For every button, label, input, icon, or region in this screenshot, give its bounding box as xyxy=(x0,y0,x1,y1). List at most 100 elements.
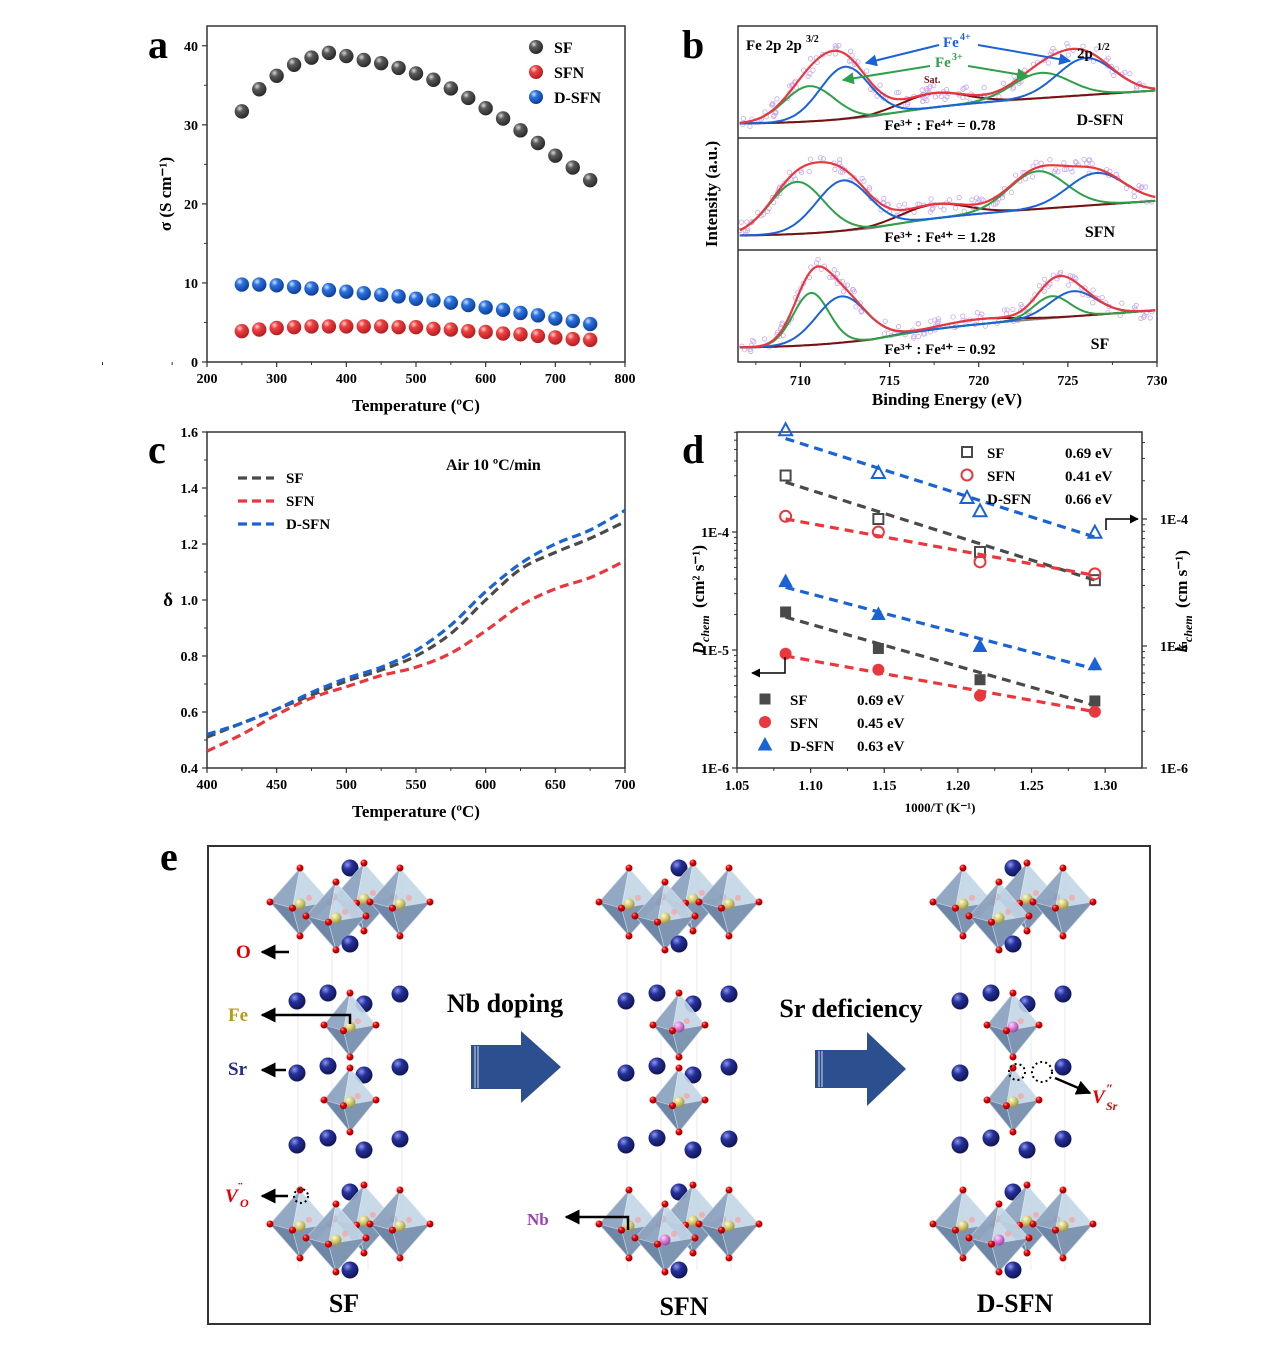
strontium-atom xyxy=(670,935,688,953)
octahedron-face xyxy=(1055,1223,1094,1259)
oxygen-atom xyxy=(396,932,404,940)
crystal-structure-sf xyxy=(266,859,434,1279)
raw-data-point xyxy=(938,93,944,99)
oxygen-atom-back xyxy=(1069,1216,1075,1223)
raw-data-point xyxy=(894,90,900,96)
data-point-d-sfn xyxy=(513,305,528,321)
strontium-atom xyxy=(684,1066,702,1084)
x-tick-label: 500 xyxy=(406,372,427,387)
raw-data-point xyxy=(1099,294,1105,301)
oxygen-atom-back xyxy=(1005,908,1011,915)
data-point-sf xyxy=(513,123,528,138)
iron-label: Fe xyxy=(228,1005,248,1026)
data-point xyxy=(1087,656,1103,671)
oxygen-atom-back xyxy=(370,1211,376,1218)
raw-data-point xyxy=(807,156,814,162)
octahedron xyxy=(983,1064,1043,1136)
strontium-atom xyxy=(648,1057,666,1075)
oxygen-atom xyxy=(661,878,669,886)
data-point xyxy=(974,689,986,702)
strontium-atom xyxy=(720,1130,738,1148)
data-point-sf xyxy=(461,90,476,106)
y-tick-label: 0.8 xyxy=(181,650,199,665)
series-line-sfn xyxy=(206,559,626,753)
oxygen-atom xyxy=(701,1021,709,1029)
iron-atom xyxy=(294,1220,306,1232)
raw-data-point xyxy=(1063,166,1069,172)
octahedron-face xyxy=(1006,1099,1040,1133)
strontium-atom xyxy=(648,984,666,1002)
oxygen-atom xyxy=(360,1181,368,1189)
data-point-sf xyxy=(530,135,546,151)
raw-data-point xyxy=(935,316,941,322)
raw-data-point xyxy=(1045,283,1051,289)
raw-data-point xyxy=(992,201,999,207)
raw-data-point xyxy=(744,219,750,225)
raw-data-point xyxy=(932,94,938,100)
data-point xyxy=(779,509,793,523)
y-left-tick-label: 1E-4 xyxy=(701,526,729,541)
oxygen-atom xyxy=(1029,1220,1037,1228)
x-tick-label: 600 xyxy=(475,372,496,387)
raw-data-point xyxy=(881,195,887,202)
data-point-sf xyxy=(443,81,459,96)
oxygen-atom xyxy=(965,1234,973,1242)
oxygen-atom xyxy=(755,898,763,906)
legend-value: 0.45 eV xyxy=(857,716,905,732)
legend-label: SF xyxy=(987,446,1005,462)
fe4-fit-line xyxy=(739,290,1156,349)
data-point xyxy=(872,513,885,525)
svg-text:¨: ¨ xyxy=(238,1181,243,1196)
raw-data-point xyxy=(1010,306,1016,313)
oxygen-atom xyxy=(296,1254,304,1262)
ratio-label: Fe³⁺ : Fe⁴⁺ = 1.28 xyxy=(884,230,995,246)
x-tick-label: 300 xyxy=(266,372,287,387)
strontium-atom xyxy=(319,984,337,1002)
x-tick-label: 725 xyxy=(1057,374,1078,389)
left-axis-indicator-arrow xyxy=(751,657,786,678)
raw-data-point xyxy=(896,89,902,96)
oxygen-atom xyxy=(669,1027,676,1035)
svg-text:V: V xyxy=(225,1186,239,1207)
data-point-sfn xyxy=(582,332,598,348)
raw-data-point xyxy=(1029,297,1036,303)
data-point-sfn xyxy=(530,328,546,344)
raw-data-point xyxy=(769,102,775,108)
data-point-d-sfn xyxy=(269,278,284,293)
raw-data-point xyxy=(1138,315,1144,322)
data-point-sf xyxy=(565,160,580,175)
data-point-d-sfn xyxy=(443,295,459,310)
oxygen-atom xyxy=(1059,1254,1067,1262)
raw-data-point xyxy=(1050,45,1056,52)
oxygen-atom-back xyxy=(735,1216,741,1223)
ratio-label: Fe³⁺ : Fe⁴⁺ = 0.78 xyxy=(884,118,995,134)
raw-data-point xyxy=(840,289,847,295)
octahedron-face xyxy=(721,901,760,937)
legend-label: SF xyxy=(286,471,304,487)
svg-text:″: ″ xyxy=(1106,1081,1113,1096)
raw-data-point xyxy=(880,95,886,101)
raw-data-point xyxy=(979,311,985,317)
data-series xyxy=(777,421,1104,718)
y-left-tick-label: 1E-5 xyxy=(701,644,729,659)
satellite-label: Sat. xyxy=(924,75,941,86)
data-point-d-sfn xyxy=(478,300,493,315)
x-tick-label: 550 xyxy=(406,778,427,793)
raw-data-point xyxy=(1090,300,1096,306)
raw-data-point xyxy=(774,96,780,102)
strontium-atom xyxy=(341,1261,359,1279)
x-tick-label: 700 xyxy=(615,778,636,793)
legend-label: D-SFN xyxy=(790,739,834,755)
svg-text:(cm² s⁻¹): (cm² s⁻¹) xyxy=(689,545,708,608)
oxygen-atom xyxy=(718,1226,725,1234)
oxygen-atom xyxy=(346,989,354,997)
legend-label: SFN xyxy=(286,494,315,510)
raw-data-point xyxy=(1061,166,1067,173)
data-point xyxy=(870,463,887,480)
niobium-atom xyxy=(659,1234,671,1246)
raw-data-point xyxy=(1105,55,1111,61)
raw-data-point xyxy=(1119,300,1125,306)
panel-label-c: c xyxy=(148,427,166,472)
data-point-d-sfn xyxy=(548,311,563,326)
strontium-atom xyxy=(648,1129,666,1147)
